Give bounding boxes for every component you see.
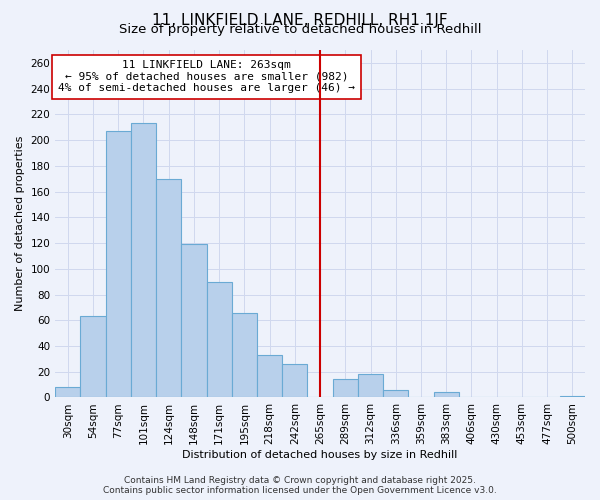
Text: 11 LINKFIELD LANE: 263sqm
← 95% of detached houses are smaller (982)
4% of semi-: 11 LINKFIELD LANE: 263sqm ← 95% of detac…: [58, 60, 355, 94]
Bar: [80, 316, 106, 398]
Bar: [206, 282, 232, 398]
Bar: [434, 392, 459, 398]
Bar: [383, 390, 409, 398]
Bar: [131, 124, 156, 398]
Text: Size of property relative to detached houses in Redhill: Size of property relative to detached ho…: [119, 22, 481, 36]
Bar: [358, 374, 383, 398]
Bar: [181, 244, 206, 398]
Bar: [106, 131, 131, 398]
Bar: [55, 387, 80, 398]
Bar: [257, 355, 282, 398]
Bar: [560, 396, 585, 398]
X-axis label: Distribution of detached houses by size in Redhill: Distribution of detached houses by size …: [182, 450, 458, 460]
Bar: [282, 364, 307, 398]
Bar: [156, 178, 181, 398]
Y-axis label: Number of detached properties: Number of detached properties: [15, 136, 25, 312]
Bar: [332, 380, 358, 398]
Text: 11, LINKFIELD LANE, REDHILL, RH1 1JF: 11, LINKFIELD LANE, REDHILL, RH1 1JF: [152, 12, 448, 28]
Bar: [232, 312, 257, 398]
Text: Contains HM Land Registry data © Crown copyright and database right 2025.
Contai: Contains HM Land Registry data © Crown c…: [103, 476, 497, 495]
